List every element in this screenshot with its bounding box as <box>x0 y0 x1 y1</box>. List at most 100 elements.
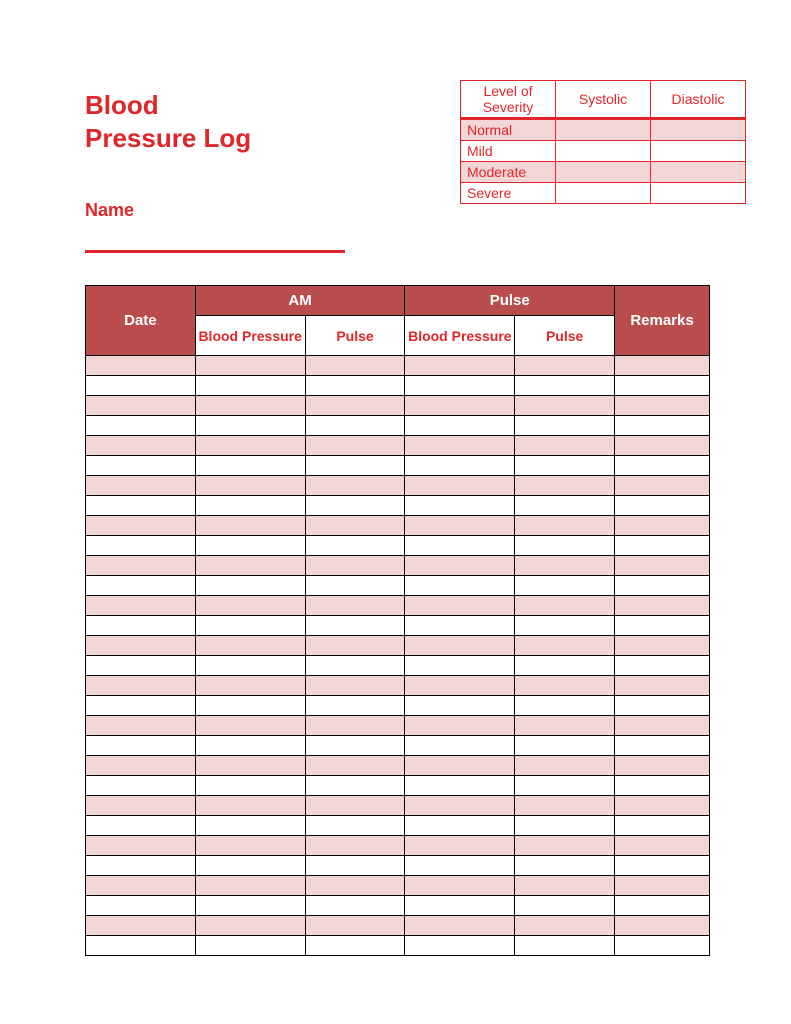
table-cell <box>405 696 515 716</box>
table-cell <box>86 576 196 596</box>
severity-header-row: Level of Severity Systolic Diastolic <box>461 81 746 119</box>
table-cell <box>405 536 515 556</box>
table-cell <box>195 516 305 536</box>
table-cell <box>195 736 305 756</box>
main-table: Date AM Pulse Remarks Blood Pressure Pul… <box>85 285 710 956</box>
table-cell <box>305 616 405 636</box>
subheader-pulse2: Pulse <box>515 316 615 356</box>
table-cell <box>405 896 515 916</box>
table-cell <box>515 416 615 436</box>
table-cell <box>615 796 710 816</box>
table-row <box>86 816 710 836</box>
table-cell <box>515 776 615 796</box>
table-cell <box>615 536 710 556</box>
table-row <box>86 656 710 676</box>
table-cell <box>615 676 710 696</box>
table-cell <box>86 636 196 656</box>
table-cell <box>515 736 615 756</box>
table-cell <box>195 436 305 456</box>
table-cell <box>515 636 615 656</box>
table-cell <box>515 796 615 816</box>
table-cell <box>405 596 515 616</box>
table-cell <box>305 496 405 516</box>
table-cell <box>305 696 405 716</box>
table-cell <box>305 456 405 476</box>
table-cell <box>615 456 710 476</box>
table-row <box>86 776 710 796</box>
severity-cell-systolic <box>556 183 651 204</box>
severity-row-severe: Severe <box>461 183 746 204</box>
table-cell <box>305 636 405 656</box>
table-cell <box>405 796 515 816</box>
table-cell <box>305 676 405 696</box>
table-row <box>86 516 710 536</box>
severity-cell-systolic <box>556 141 651 162</box>
table-cell <box>615 376 710 396</box>
table-cell <box>86 696 196 716</box>
name-label: Name <box>85 200 134 221</box>
table-cell <box>405 436 515 456</box>
table-cell <box>305 736 405 756</box>
table-cell <box>405 496 515 516</box>
table-cell <box>515 696 615 716</box>
table-cell <box>615 516 710 536</box>
table-cell <box>305 816 405 836</box>
table-row <box>86 636 710 656</box>
table-cell <box>305 936 405 956</box>
page-title-area: Blood Pressure Log <box>85 90 251 154</box>
table-cell <box>305 796 405 816</box>
subheader-pulse1: Pulse <box>305 316 405 356</box>
header-pulse: Pulse <box>405 286 615 316</box>
table-cell <box>305 916 405 936</box>
table-cell <box>615 496 710 516</box>
table-cell <box>86 916 196 936</box>
table-cell <box>195 476 305 496</box>
table-cell <box>615 776 710 796</box>
severity-cell-label: Normal <box>461 119 556 141</box>
table-cell <box>195 676 305 696</box>
table-cell <box>195 836 305 856</box>
table-cell <box>86 416 196 436</box>
main-table-wrap: Date AM Pulse Remarks Blood Pressure Pul… <box>85 285 710 956</box>
table-cell <box>195 636 305 656</box>
table-cell <box>405 616 515 636</box>
table-cell <box>305 596 405 616</box>
severity-row-moderate: Moderate <box>461 162 746 183</box>
main-header-row-1: Date AM Pulse Remarks <box>86 286 710 316</box>
severity-cell-diastolic <box>651 183 746 204</box>
table-cell <box>195 616 305 636</box>
table-cell <box>195 396 305 416</box>
table-cell <box>615 356 710 376</box>
table-cell <box>405 356 515 376</box>
table-cell <box>405 556 515 576</box>
table-cell <box>86 356 196 376</box>
table-cell <box>305 756 405 776</box>
table-cell <box>405 676 515 696</box>
table-cell <box>515 616 615 636</box>
table-row <box>86 716 710 736</box>
table-cell <box>515 756 615 776</box>
severity-cell-diastolic <box>651 162 746 183</box>
table-cell <box>86 536 196 556</box>
table-cell <box>515 876 615 896</box>
table-row <box>86 496 710 516</box>
table-cell <box>305 516 405 536</box>
table-row <box>86 576 710 596</box>
table-cell <box>405 816 515 836</box>
table-cell <box>86 796 196 816</box>
table-row <box>86 456 710 476</box>
table-cell <box>195 896 305 916</box>
table-cell <box>305 396 405 416</box>
table-cell <box>615 856 710 876</box>
main-table-body <box>86 356 710 956</box>
table-cell <box>195 776 305 796</box>
table-cell <box>615 936 710 956</box>
table-row <box>86 596 710 616</box>
table-cell <box>405 396 515 416</box>
table-row <box>86 756 710 776</box>
table-cell <box>305 556 405 576</box>
severity-cell-label: Moderate <box>461 162 556 183</box>
table-cell <box>405 716 515 736</box>
table-cell <box>615 616 710 636</box>
table-cell <box>86 496 196 516</box>
